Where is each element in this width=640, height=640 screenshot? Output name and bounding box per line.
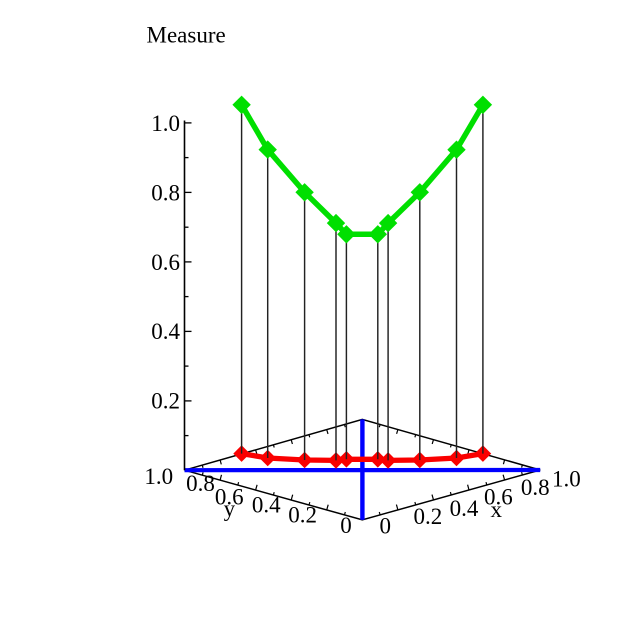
svg-text:Measure: Measure (147, 23, 226, 48)
svg-text:0.4: 0.4 (252, 493, 281, 518)
svg-text:1.0: 1.0 (144, 464, 173, 489)
svg-text:1.0: 1.0 (552, 466, 581, 491)
svg-text:1.0: 1.0 (151, 111, 180, 136)
svg-text:0.8: 0.8 (186, 471, 215, 496)
svg-text:0.4: 0.4 (151, 319, 180, 344)
svg-text:0.4: 0.4 (450, 496, 479, 521)
svg-text:0.2: 0.2 (288, 503, 317, 528)
svg-text:0.6: 0.6 (484, 485, 513, 510)
svg-text:0.8: 0.8 (151, 181, 180, 206)
svg-text:0.6: 0.6 (151, 250, 180, 275)
svg-text:0.2: 0.2 (151, 389, 180, 414)
svg-text:0: 0 (340, 513, 352, 538)
svg-text:0.6: 0.6 (215, 484, 244, 509)
svg-text:0: 0 (380, 514, 392, 539)
svg-text:0.8: 0.8 (521, 475, 550, 500)
svg-text:0.2: 0.2 (414, 504, 443, 529)
svg-text:y: y (224, 496, 236, 521)
svg-text:x: x (490, 497, 502, 522)
